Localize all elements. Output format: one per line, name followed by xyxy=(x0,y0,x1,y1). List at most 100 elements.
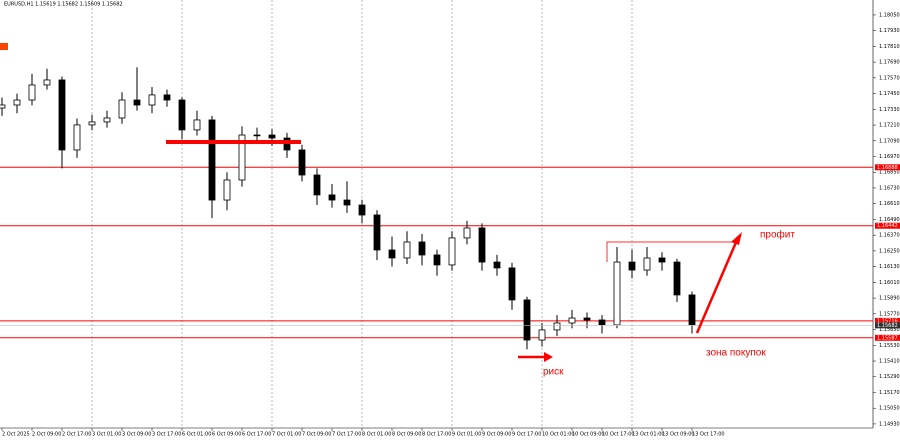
candle-body xyxy=(238,134,246,181)
y-tick-label: 1.17450 xyxy=(879,91,900,97)
candle-body xyxy=(358,204,366,216)
y-tick-label: 1.16610 xyxy=(879,201,900,207)
candle-body xyxy=(613,261,621,326)
x-tick-label: 7 Oct 01:00 xyxy=(272,432,301,438)
y-tick-label: 1.15290 xyxy=(879,374,900,380)
x-tick-label: 9 Oct 17:00 xyxy=(512,432,541,438)
chart-title: EURUSD,H1 1.15619 1.15682 1.15609 1.1568… xyxy=(4,2,123,8)
x-tick-label: 8 Oct 09:00 xyxy=(392,432,421,438)
candle-body xyxy=(268,134,276,139)
x-tick-label: 10 Oct 17:00 xyxy=(602,432,635,438)
candle-body xyxy=(298,149,306,176)
x-tick-label: 6 Oct 09:00 xyxy=(212,432,241,438)
candle-body xyxy=(73,124,81,151)
candle-body xyxy=(643,257,651,271)
candle-body xyxy=(0,104,6,109)
x-tick-label: 9 Oct 01:00 xyxy=(452,432,481,438)
candle-body xyxy=(418,241,426,256)
candle-body xyxy=(208,119,216,201)
y-tick-label: 1.16250 xyxy=(879,248,900,254)
level-box xyxy=(875,334,900,341)
level-label: 1.15587 xyxy=(877,335,898,341)
candle-body xyxy=(478,227,486,263)
candle-body xyxy=(568,317,576,324)
y-tick-label: 1.15530 xyxy=(879,343,900,349)
y-tick-label: 1.16010 xyxy=(879,280,900,286)
level-box xyxy=(875,222,900,229)
price-label: 1.15682 xyxy=(877,323,898,329)
candle-body xyxy=(553,322,561,331)
candle-body xyxy=(658,257,666,263)
candle-body xyxy=(13,99,21,106)
x-tick-label: 10 Oct 01:00 xyxy=(542,432,575,438)
arrow-head xyxy=(731,232,742,245)
level-label: 1.15716 xyxy=(877,318,898,324)
arrow-head xyxy=(544,352,553,362)
x-tick-label: 3 Oct 01:00 xyxy=(92,432,121,438)
candle-body xyxy=(223,179,231,201)
candle-body xyxy=(538,329,546,341)
price-box xyxy=(875,322,900,329)
x-tick-label: 2 Oct 09:00 xyxy=(32,432,61,438)
candle-body xyxy=(688,294,696,326)
x-tick-label: 2 Oct 17:00 xyxy=(62,432,91,438)
x-tick-label: 7 Oct 09:00 xyxy=(302,432,331,438)
x-tick-label: 13 Oct 09:00 xyxy=(662,432,695,438)
target-box xyxy=(606,241,737,262)
candle-body xyxy=(133,99,141,106)
level-label: 1.16888 xyxy=(877,165,898,171)
y-tick-label: 1.15650 xyxy=(879,327,900,333)
y-tick-label: 1.18050 xyxy=(879,12,900,18)
y-tick-label: 1.16850 xyxy=(879,170,900,176)
level-box xyxy=(875,164,900,171)
candle-body xyxy=(433,254,441,266)
y-tick-label: 1.17810 xyxy=(879,44,900,50)
x-tick-label: 13 Oct 01:00 xyxy=(632,432,665,438)
candle-body xyxy=(628,261,636,271)
profit-arrow xyxy=(695,239,739,334)
level-label: 1.16442 xyxy=(877,223,898,229)
y-tick-label: 1.17930 xyxy=(879,28,900,34)
y-tick-label: 1.15170 xyxy=(879,390,900,396)
annotation: зона покупок xyxy=(706,348,766,359)
candle-body xyxy=(88,121,96,126)
y-tick-label: 1.17690 xyxy=(879,60,900,66)
y-tick-label: 1.15050 xyxy=(879,406,900,412)
y-tick-label: 1.16970 xyxy=(879,154,900,160)
x-tick-label: 8 Oct 01:00 xyxy=(362,432,391,438)
candle-body xyxy=(118,99,126,119)
candle-body xyxy=(583,317,591,321)
x-tick-label: 10 Oct 09:00 xyxy=(572,432,605,438)
candle-body xyxy=(103,117,111,123)
candle-body xyxy=(673,261,681,296)
x-tick-label: 8 Oct 17:00 xyxy=(422,432,451,438)
x-tick-label: 7 Oct 17:00 xyxy=(332,432,361,438)
y-tick-label: 1.17570 xyxy=(879,75,900,81)
x-tick-label: 6 Oct 17:00 xyxy=(242,432,271,438)
candle-body xyxy=(343,199,351,206)
y-tick-label: 1.16370 xyxy=(879,233,900,239)
y-tick-label: 1.16730 xyxy=(879,185,900,191)
candle-body xyxy=(58,79,66,151)
candle-body xyxy=(508,267,516,301)
x-tick-label: 9 Oct 09:00 xyxy=(482,432,511,438)
candle-body xyxy=(328,194,336,201)
x-tick-label: 3 Oct 09:00 xyxy=(122,432,151,438)
candle-body xyxy=(163,94,171,101)
candle-body xyxy=(178,99,186,131)
candle-body xyxy=(148,94,156,106)
y-tick-label: 1.14930 xyxy=(879,421,900,427)
y-tick-label: 1.17210 xyxy=(879,123,900,129)
candle-body xyxy=(388,249,396,259)
candle-body xyxy=(448,237,456,266)
x-tick-label: 2 Oct 2025 xyxy=(2,432,30,438)
indicator-square xyxy=(0,43,8,50)
candle-body xyxy=(313,174,321,196)
candle-body xyxy=(28,84,36,101)
y-tick-label: 1.16130 xyxy=(879,264,900,270)
y-tick-label: 1.15770 xyxy=(879,311,900,317)
candle-body xyxy=(373,214,381,251)
